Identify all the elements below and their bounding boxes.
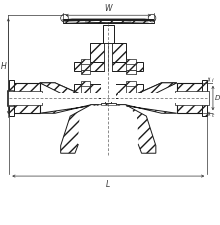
Polygon shape — [40, 83, 89, 98]
Polygon shape — [98, 105, 119, 114]
Text: H: H — [1, 62, 6, 71]
Polygon shape — [118, 105, 177, 113]
Bar — [126, 97, 136, 101]
Bar — [7, 90, 13, 106]
Polygon shape — [123, 83, 177, 100]
Bar — [81, 97, 90, 101]
Polygon shape — [13, 83, 40, 113]
Bar — [126, 81, 136, 86]
Bar — [40, 93, 99, 103]
Polygon shape — [81, 63, 90, 70]
Bar — [104, 43, 112, 84]
Polygon shape — [118, 105, 156, 153]
Polygon shape — [61, 105, 99, 153]
Polygon shape — [40, 105, 99, 113]
Polygon shape — [127, 83, 177, 98]
Bar — [7, 91, 42, 105]
Polygon shape — [62, 19, 154, 20]
Bar — [81, 59, 90, 64]
Text: W: W — [104, 4, 112, 13]
Text: i: i — [212, 78, 213, 83]
Bar — [126, 70, 136, 74]
Bar — [81, 81, 90, 86]
Text: D: D — [215, 95, 220, 101]
Polygon shape — [74, 84, 143, 98]
Polygon shape — [40, 83, 93, 100]
Bar — [126, 59, 136, 64]
Polygon shape — [78, 106, 139, 150]
Polygon shape — [126, 63, 136, 70]
Polygon shape — [90, 43, 126, 62]
Bar — [101, 72, 116, 102]
Polygon shape — [126, 85, 136, 97]
Bar — [105, 84, 111, 103]
Bar — [202, 80, 207, 116]
Polygon shape — [74, 62, 143, 71]
Bar — [9, 80, 14, 116]
Polygon shape — [81, 85, 90, 97]
Text: L: L — [106, 180, 110, 189]
Polygon shape — [101, 103, 116, 105]
Bar — [118, 93, 177, 103]
Bar — [81, 70, 90, 74]
Text: t: t — [212, 113, 214, 118]
Polygon shape — [177, 83, 204, 113]
Bar — [62, 20, 154, 23]
Bar — [175, 91, 209, 105]
Bar — [103, 25, 114, 43]
